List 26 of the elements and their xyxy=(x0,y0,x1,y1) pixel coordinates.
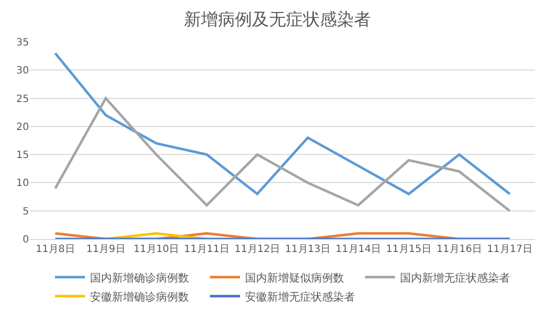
y-tick-label: 10 xyxy=(16,178,29,190)
x-tick-label: 11月12日 xyxy=(234,244,280,255)
x-tick-label: 11月9日 xyxy=(86,244,126,255)
y-tick-label: 0 xyxy=(22,234,29,246)
x-tick-label: 11月11日 xyxy=(184,244,230,255)
x-tick-label: 11月14日 xyxy=(336,244,381,255)
legend-label: 安徽新增无症状感染者 xyxy=(245,290,355,304)
legend-label: 国内新增无症状感染者 xyxy=(400,271,510,284)
x-tick-label: 11月10日 xyxy=(134,244,179,255)
line-series xyxy=(54,97,511,212)
x-tick-label: 11月15日 xyxy=(386,244,432,255)
x-tick-label: 11月16日 xyxy=(436,244,482,255)
y-tick-label: 25 xyxy=(16,94,29,105)
legend-label: 国内新增确诊病例数 xyxy=(90,271,189,284)
x-tick-label: 11月8日 xyxy=(36,244,75,255)
y-tick-label: 35 xyxy=(16,38,29,48)
y-tick-label: 5 xyxy=(22,206,29,218)
chart-title: 新增病例及无症状感染者 xyxy=(184,10,371,29)
x-tick-label: 11月13日 xyxy=(285,244,330,255)
y-tick-label: 30 xyxy=(16,66,29,77)
y-tick-label: 20 xyxy=(16,122,29,133)
y-tick-label: 15 xyxy=(16,150,29,162)
line-series xyxy=(54,52,511,196)
x-tick-label: 11月17日 xyxy=(487,244,532,255)
legend-label: 国内新增疑似病例数 xyxy=(245,271,344,284)
legend-label: 安徽新增确诊病例数 xyxy=(90,290,189,304)
